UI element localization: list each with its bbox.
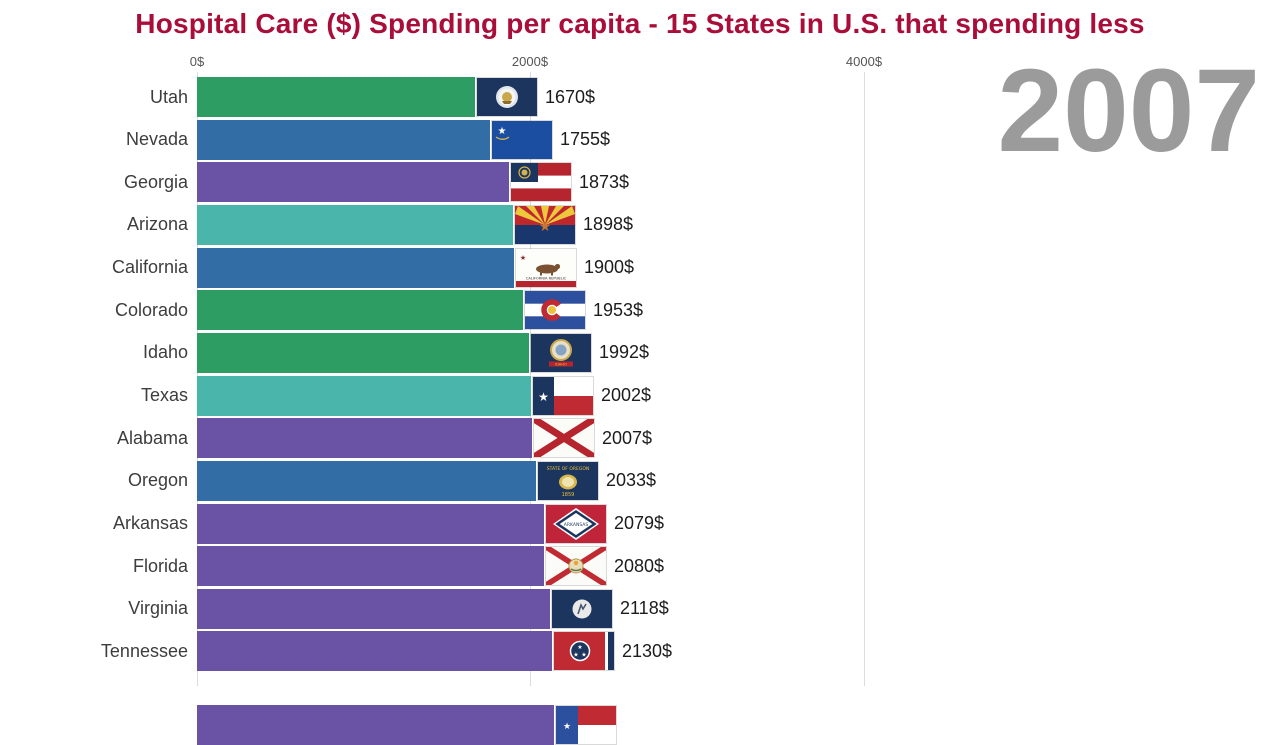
state-label: Arizona <box>126 214 188 235</box>
value-label: 2033$ <box>606 470 657 491</box>
bar <box>197 503 544 544</box>
bar <box>197 332 529 373</box>
value-label: 2130$ <box>622 640 673 661</box>
year-label: 2007 <box>997 45 1260 177</box>
bar <box>197 705 554 745</box>
bar-row: Idaho IDAHO 1992$ <box>0 332 650 373</box>
florida-flag-icon <box>546 547 606 586</box>
bar-row: California ★ CALIFORNIA REPUBLIC 1900$ <box>0 247 635 288</box>
x-axis-tick-4000: 4000$ <box>845 54 883 69</box>
x-axis-tick-2000: 2000$ <box>511 54 549 69</box>
value-label: 2002$ <box>601 385 652 406</box>
bar-row: Oregon STATE OF OREGON 1859 2033$ <box>0 460 657 501</box>
svg-text:CALIFORNIA REPUBLIC: CALIFORNIA REPUBLIC <box>526 276 567 280</box>
bar-row: Utah 1670$ <box>0 77 595 117</box>
state-label: Florida <box>132 555 188 576</box>
alabama-flag-icon <box>534 419 594 458</box>
svg-text:★: ★ <box>563 722 571 732</box>
state-label: California <box>111 257 188 278</box>
svg-text:★: ★ <box>498 126 507 137</box>
state-label: Virginia <box>128 598 188 619</box>
value-label: 2079$ <box>614 513 665 533</box>
state-label: Colorado <box>114 299 188 320</box>
state-label: Oregon <box>127 470 188 491</box>
svg-text:ARKANSAS: ARKANSAS <box>564 522 589 528</box>
virginia-flag-icon <box>552 589 612 628</box>
texas-flag-icon: ★ <box>533 376 593 415</box>
svg-text:★: ★ <box>577 644 582 651</box>
bar-row: Florida 2080$ <box>0 546 665 587</box>
bar <box>197 77 475 117</box>
state-label: Nevada <box>125 129 188 150</box>
value-label: 2007$ <box>602 427 653 448</box>
bar <box>197 631 552 672</box>
bar <box>197 290 523 331</box>
svg-text:1859: 1859 <box>562 492 575 498</box>
value-label: 1873$ <box>579 171 630 192</box>
svg-text:★: ★ <box>573 652 578 659</box>
bar <box>197 460 536 501</box>
svg-text:★: ★ <box>538 390 549 404</box>
bar <box>197 204 513 245</box>
bar-row: Texas ★ 2002$ <box>0 375 652 416</box>
value-label: 1992$ <box>599 342 650 363</box>
tennessee-flag-icon: ★ ★ ★ <box>554 632 614 671</box>
north-carolina-flag-icon: ★ <box>556 706 616 744</box>
state-label: Texas <box>140 385 188 406</box>
value-label: 2118$ <box>620 598 669 619</box>
bar-row: Colorado 1953$ <box>0 290 644 331</box>
georgia-flag-icon <box>511 163 571 202</box>
bar-row: Arizona ★ 1898$ <box>0 204 634 245</box>
svg-text:IDAHO: IDAHO <box>555 362 567 366</box>
nevada-flag-icon: ★ <box>492 120 552 159</box>
arkansas-flag-icon: ARKANSAS <box>546 504 606 543</box>
state-label: Tennessee <box>100 640 188 661</box>
bar-row: Virginia 2118$ <box>0 588 669 629</box>
x-axis-tick-0: 0$ <box>189 54 205 69</box>
arizona-flag-icon: ★ <box>515 205 575 244</box>
svg-text:STATE OF OREGON: STATE OF OREGON <box>547 466 589 472</box>
bar <box>197 119 490 160</box>
svg-text:★: ★ <box>520 254 526 262</box>
svg-text:★: ★ <box>581 652 586 659</box>
gridline-4000 <box>864 72 865 686</box>
bar <box>197 247 514 288</box>
bar-row: Georgia 1873$ <box>0 162 630 203</box>
bar-row: Nevada ★ 1755$ <box>0 119 611 160</box>
bar-row: ★ <box>0 705 624 745</box>
colorado-flag-icon <box>525 291 585 330</box>
bar-row: Alabama 2007$ <box>0 418 653 459</box>
idaho-flag-icon: IDAHO <box>531 333 591 372</box>
state-label: Arkansas <box>112 513 188 533</box>
bar <box>197 375 531 416</box>
california-flag-icon: ★ CALIFORNIA REPUBLIC <box>516 248 576 287</box>
value-label: 1900$ <box>584 257 635 278</box>
bar-row: Arkansas ARKANSAS 2079$ <box>0 503 665 544</box>
svg-text:★: ★ <box>539 219 552 235</box>
utah-flag-icon <box>477 78 537 116</box>
value-label: 1755$ <box>560 129 611 150</box>
bar-rows: Utah 1670$ Nevada ★ 1755$ Georgia 1873$ Arizona… <box>0 77 1280 745</box>
bar <box>197 418 532 459</box>
value-label: 1670$ <box>545 86 596 107</box>
state-label: Idaho <box>142 342 188 363</box>
value-label: 2080$ <box>614 555 665 576</box>
bar <box>197 162 509 203</box>
state-label: Georgia <box>123 171 188 192</box>
state-label: Utah <box>149 86 188 107</box>
state-label: Alabama <box>116 427 188 448</box>
oregon-flag-icon: STATE OF OREGON 1859 <box>538 461 598 500</box>
value-label: 1898$ <box>583 214 634 235</box>
bar <box>197 546 544 587</box>
bar <box>197 588 550 629</box>
bar-row: Tennessee ★ ★ ★ 2130$ <box>0 631 673 672</box>
value-label: 1953$ <box>593 299 644 320</box>
chart-title: Hospital Care ($) Spending per capita - … <box>135 8 1145 39</box>
